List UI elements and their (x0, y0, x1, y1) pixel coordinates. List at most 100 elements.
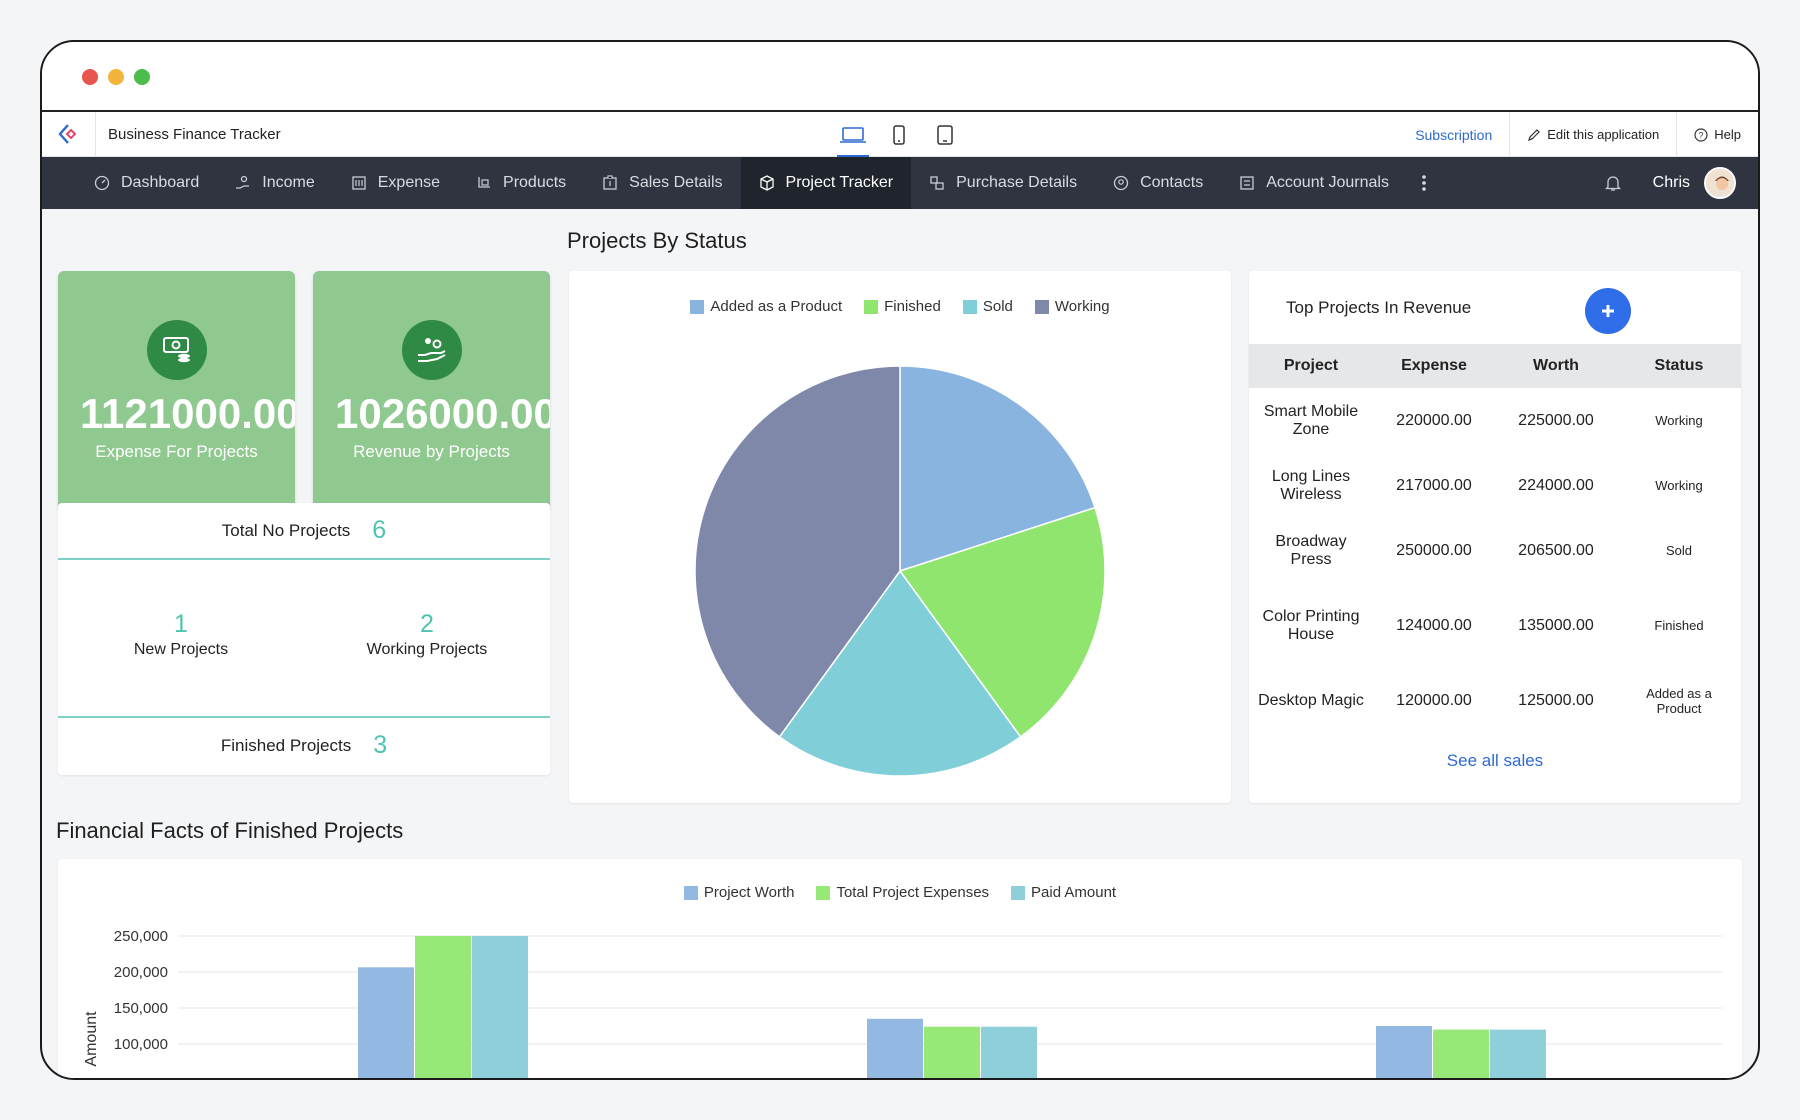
pie-slice-added-as-a-product[interactable] (899, 365, 1096, 573)
expense-cell: 250000.00 (1396, 541, 1472, 559)
bar-total-project-expenses-1[interactable] (415, 936, 471, 1080)
table-row[interactable]: Color Printing House 124000.00 135000.00… (1249, 583, 1741, 668)
pie-chart (694, 365, 1106, 777)
window-chrome (42, 42, 1758, 112)
legend-item-working[interactable]: Working (1034, 298, 1110, 315)
close-window-dot[interactable] (82, 69, 98, 85)
contacts-icon (1113, 175, 1129, 191)
table-row[interactable]: Smart Mobile Zone 220000.00 225000.00 Wo… (1249, 388, 1741, 453)
maximize-window-dot[interactable] (134, 69, 150, 85)
money-icon (162, 337, 190, 363)
worth-cell: 125000.00 (1518, 691, 1594, 709)
bar-project-worth-3[interactable] (1376, 1026, 1432, 1080)
legend-swatch (690, 299, 705, 314)
legend-item-total-project-expenses[interactable]: Total Project Expenses (816, 884, 989, 901)
user-avatar-icon (1706, 169, 1734, 197)
legend-label: Added as a Product (710, 298, 843, 315)
legend-item-finished[interactable]: Finished (864, 298, 941, 315)
nav-item-expense[interactable]: Expense (333, 157, 458, 209)
working-projects-count: 2 Working Projects (304, 560, 550, 716)
help-button[interactable]: ? Help (1676, 112, 1758, 157)
legend-item-project-worth[interactable]: Project Worth (683, 884, 794, 901)
bar-paid-amount-2[interactable] (981, 1026, 1037, 1080)
revenue-value: 1026000.00 (335, 390, 550, 437)
worth-cell: 225000.00 (1518, 411, 1594, 429)
bar-project-worth-1[interactable] (358, 967, 414, 1080)
kebab-icon (1422, 175, 1426, 191)
bar-total-project-expenses-3[interactable] (1433, 1029, 1489, 1080)
worth-cell: 135000.00 (1518, 616, 1594, 634)
laptop-icon (840, 126, 866, 143)
nav-item-products[interactable]: Products (458, 157, 584, 209)
pie-slice-finished[interactable] (898, 506, 1106, 738)
help-icon: ? (1694, 127, 1708, 142)
status-cell: Sold (1665, 543, 1693, 558)
nav-label: Contacts (1140, 174, 1204, 191)
phone-view-button[interactable] (885, 113, 913, 157)
nav-item-sales-details[interactable]: Sales Details (584, 157, 740, 209)
bar-project-worth-2[interactable] (867, 1018, 923, 1080)
plus-icon (1602, 305, 1614, 317)
nav-item-dashboard[interactable]: Dashboard (76, 157, 217, 209)
bar-chart: 250,000 200,000 150,000 100,000 Amount (83, 928, 1722, 1080)
legend-label: Total Project Expenses (836, 884, 990, 901)
minimize-window-dot[interactable] (108, 69, 124, 85)
nav-item-contacts[interactable]: Contacts (1095, 157, 1221, 209)
pie-slice-sold[interactable] (778, 569, 1022, 777)
laptop-view-button[interactable] (837, 113, 869, 157)
pie-slice-working[interactable] (694, 365, 901, 738)
nav-item-income[interactable]: Income (217, 157, 332, 209)
legend-swatch (962, 299, 977, 314)
nav-item-project-tracker[interactable]: Project Tracker (740, 157, 912, 209)
legend-swatch (1034, 299, 1049, 314)
table-row[interactable]: Desktop Magic 120000.00 125000.00 Added … (1249, 668, 1741, 733)
expense-cell: 217000.00 (1396, 476, 1472, 494)
table-row[interactable]: Broadway Press 250000.00 206500.00 Sold (1249, 518, 1741, 583)
nav-label: Products (503, 174, 567, 191)
top-projects-title: Top Projects In Revenue (1286, 297, 1472, 317)
column-header[interactable]: Project (1249, 344, 1373, 388)
hand-coin-icon (417, 338, 445, 362)
bar-paid-amount-1[interactable] (472, 936, 528, 1080)
nav-label: Income (262, 174, 315, 191)
bell-icon[interactable] (1604, 174, 1621, 192)
nav-label: Account Journals (1266, 174, 1389, 191)
user-menu: Chris (1604, 157, 1736, 209)
projects-by-status-heading: Projects By Status (567, 228, 747, 253)
column-header[interactable]: Status (1617, 344, 1741, 388)
dashboard-icon (94, 175, 110, 191)
nav-label: Expense (377, 174, 441, 191)
main-nav: Dashboard Income Expense Products Sales … (42, 157, 1758, 209)
pie-legend: Added as a Product Finished Sold Working (569, 298, 1231, 315)
subscription-link[interactable]: Subscription (1415, 126, 1493, 143)
nav-label: Sales Details (629, 174, 723, 191)
more-menu-button[interactable] (1407, 157, 1441, 209)
worth-cell: 224000.00 (1518, 476, 1594, 494)
table-row[interactable]: Long Lines Wireless 217000.00 224000.00 … (1249, 453, 1741, 518)
journal-icon (1240, 176, 1254, 190)
projects-by-status-chart: Added as a Product Finished Sold Working (569, 271, 1231, 803)
see-all-sales-link[interactable]: See all sales (1446, 751, 1544, 770)
new-projects-label: New Projects (133, 641, 229, 658)
avatar[interactable] (1704, 167, 1736, 199)
column-header[interactable]: Worth (1495, 344, 1617, 388)
project-cell: Color Printing House (1262, 607, 1360, 643)
nav-item-account-journals[interactable]: Account Journals (1221, 157, 1407, 209)
legend-item-paid-amount[interactable]: Paid Amount (1011, 884, 1116, 901)
bar-paid-amount-3[interactable] (1490, 1029, 1546, 1080)
tablet-view-button[interactable] (931, 113, 959, 157)
pencil-icon (1528, 128, 1541, 141)
column-header[interactable]: Expense (1373, 344, 1495, 388)
legend-item-added-as-a-product[interactable]: Added as a Product (690, 298, 842, 315)
legend-item-sold[interactable]: Sold (962, 298, 1013, 315)
user-name[interactable]: Chris (1652, 174, 1690, 191)
edit-application-button[interactable]: Edit this application (1509, 112, 1676, 157)
nav-item-purchase-details[interactable]: Purchase Details (911, 157, 1095, 209)
app-logo[interactable] (42, 112, 96, 156)
app-window: Business Finance Tracker Subscription Ed… (40, 40, 1760, 1080)
add-project-button[interactable] (1585, 288, 1631, 334)
legend-label: Finished (884, 298, 941, 315)
expense-value: 1121000.00 (80, 390, 295, 437)
bar-total-project-expenses-2[interactable] (924, 1026, 980, 1080)
box-icon (759, 175, 774, 191)
